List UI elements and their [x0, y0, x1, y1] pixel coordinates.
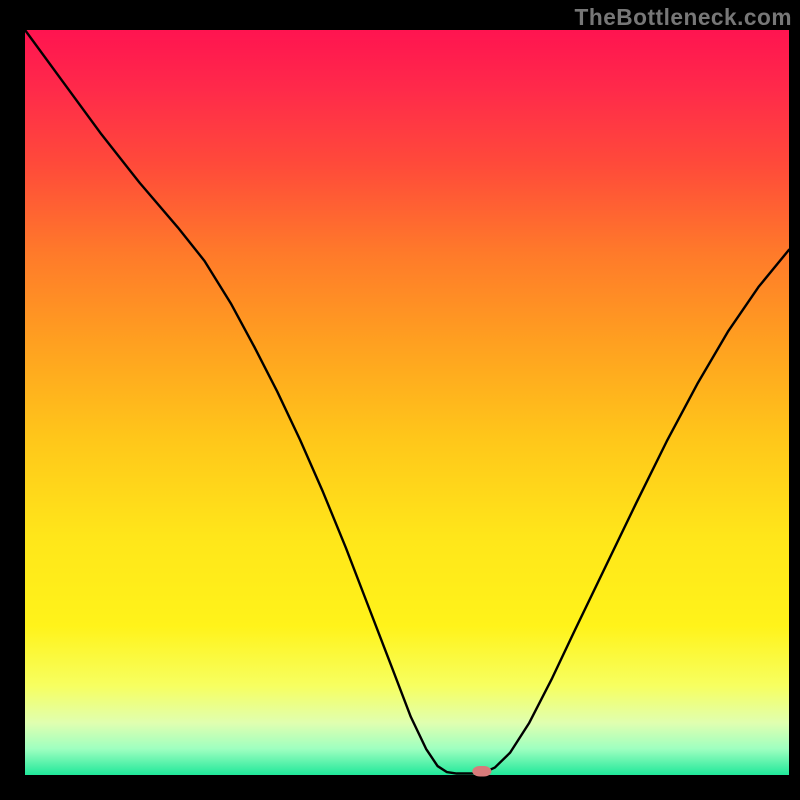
bottleneck-chart: [0, 0, 800, 800]
chart-stage: TheBottleneck.com: [0, 0, 800, 800]
plot-background: [25, 30, 789, 775]
watermark-text: TheBottleneck.com: [575, 4, 792, 31]
optimum-marker: [472, 766, 491, 776]
